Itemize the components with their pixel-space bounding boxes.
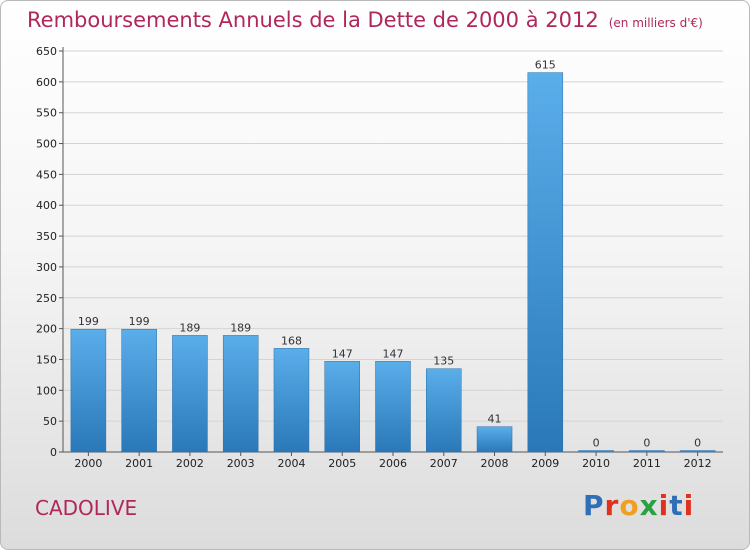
y-tick-label: 0 (50, 446, 57, 459)
bar-2003 (222, 335, 259, 453)
x-tick-label: 2008 (481, 457, 509, 470)
bar-2011 (629, 450, 665, 453)
bar-2006 (375, 361, 411, 453)
value-label: 0 (694, 437, 701, 450)
value-label: 168 (281, 334, 302, 347)
labels: 0 50 100 150 200 250 300 350 400 450 500 550 600 650 1… (36, 45, 712, 470)
bar-2004 (273, 348, 310, 453)
value-label: 189 (230, 321, 251, 334)
y-tick-label: 100 (36, 384, 57, 397)
x-tick-label: 2012 (684, 457, 712, 470)
bar-2007 (426, 368, 462, 453)
x-tick-label: 2009 (531, 457, 559, 470)
x-tick-label: 2000 (74, 457, 102, 470)
y-tick-label: 600 (36, 76, 57, 89)
bar-2008 (476, 426, 513, 453)
logo-letter: x (639, 489, 659, 522)
x-tick-label: 2005 (328, 457, 356, 470)
y-tick-label: 500 (36, 138, 57, 151)
logo-letter: P (583, 489, 605, 522)
y-tick-label: 150 (36, 353, 57, 366)
y-tick-label: 50 (43, 415, 57, 428)
value-label: 199 (78, 315, 99, 328)
y-tick-label: 350 (36, 230, 57, 243)
x-tick-label: 2001 (125, 457, 153, 470)
y-tick-label: 550 (36, 107, 57, 120)
value-label: 189 (179, 321, 200, 334)
chart-unit: (en milliers d'€) (608, 16, 703, 30)
x-tick-label: 2003 (227, 457, 255, 470)
x-tick-label: 2004 (277, 457, 305, 470)
x-tick-label: 2011 (633, 457, 661, 470)
logo-letter: i (683, 489, 695, 522)
value-label: 135 (433, 355, 454, 368)
y-tick-label: 450 (36, 168, 57, 181)
logo-letter: o (619, 489, 640, 522)
bar-2005 (324, 361, 360, 453)
x-tick-label: 2006 (379, 457, 407, 470)
chart-title: Remboursements Annuels de la Dette de 20… (27, 8, 599, 32)
value-label: 615 (535, 59, 556, 72)
value-label: 0 (593, 437, 600, 450)
value-label: 0 (643, 437, 650, 450)
bar-2000 (70, 328, 107, 453)
x-tick-label: 2010 (582, 457, 610, 470)
value-label: 41 (488, 413, 502, 426)
proxiti-logo: Proxiti (583, 489, 694, 522)
x-tick-label: 2002 (176, 457, 204, 470)
y-tick-label: 400 (36, 199, 57, 212)
chart-title-row: Remboursements Annuels de la Dette de 20… (27, 8, 703, 32)
value-label: 199 (129, 315, 150, 328)
y-tick-label: 300 (36, 261, 57, 274)
y-tick-label: 650 (36, 45, 57, 58)
commune-name: CADOLIVE (35, 496, 138, 520)
bars (70, 72, 716, 453)
value-label: 147 (332, 347, 353, 360)
bar-2009 (527, 72, 564, 453)
bar-2012 (679, 450, 716, 453)
logo-letter: r (604, 489, 620, 522)
logo-letter: t (669, 489, 684, 522)
value-label: 147 (383, 347, 404, 360)
y-tick-label: 200 (36, 323, 57, 336)
x-tick-label: 2007 (430, 457, 458, 470)
bar-2010 (578, 450, 614, 453)
y-tick-label: 250 (36, 292, 57, 305)
bar-2001 (121, 328, 157, 453)
bar-2002 (172, 335, 208, 453)
logo-letter: i (658, 489, 670, 522)
